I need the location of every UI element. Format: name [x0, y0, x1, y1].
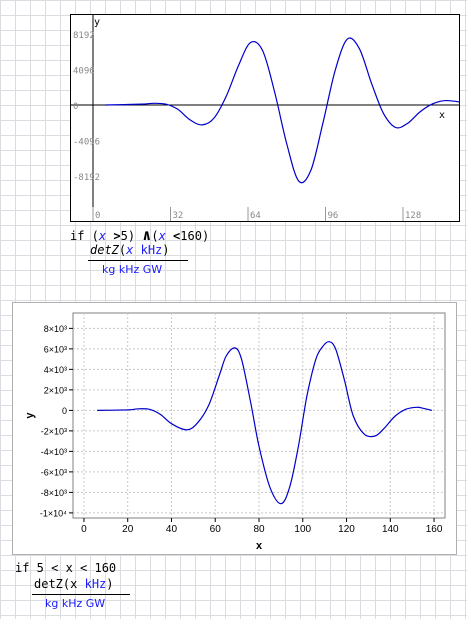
y-tick-label: 6×10³	[44, 344, 67, 354]
top-denominator: kg kHz GW	[102, 263, 163, 276]
top-fraction-bar	[88, 260, 188, 261]
y-tick-label: 4096	[73, 67, 95, 77]
top-cond-rhs-var: x	[158, 229, 166, 243]
bottom-num-arg: x	[70, 577, 78, 591]
bottom-denominator: kg kHz GW	[45, 597, 106, 610]
top-cond-c2: 160	[180, 229, 202, 243]
bottom-plot-frame: 0 20 40 60 80 100 120 140 160 8×10³ 6×10³ 4×10³ 2×10…	[12, 302, 457, 555]
bottom-num-unit: kHz	[84, 577, 107, 591]
x-tick-label: 96	[328, 211, 339, 221]
y-axis-label: y	[94, 17, 100, 28]
x-tick-label: 64	[250, 211, 261, 221]
top-num-unit: kHz	[140, 243, 163, 257]
y-tick-label: 2×10³	[44, 385, 67, 395]
top-cond-op2: <	[173, 229, 181, 243]
x-tick-label: 140	[382, 524, 399, 535]
y-tick-label: -8192	[73, 173, 100, 183]
bottom-series-line	[97, 341, 433, 505]
x-tick-label: 20	[122, 524, 134, 535]
bottom-fraction-bar	[32, 594, 130, 595]
y-tick-label: -1×10⁴	[40, 508, 67, 518]
top-cond-op1: >	[113, 229, 121, 243]
bottom-num-func: detZ	[34, 577, 63, 591]
x-tick-label: 120	[338, 524, 355, 535]
x-tick-label: 0	[81, 524, 87, 535]
y-tick-label: 8×10³	[44, 324, 67, 334]
y-tick-label: -2×10³	[41, 426, 67, 436]
x-tick-label: 100	[294, 524, 311, 535]
top-condition: if (x >5) ∧(x <160)	[70, 226, 210, 244]
x-axis-label: x	[256, 540, 263, 552]
top-cond-c1: 5	[120, 229, 128, 243]
y-tick-label: 0	[73, 102, 78, 112]
x-tick-label: 160	[426, 524, 443, 535]
top-if-word: if	[70, 229, 85, 243]
top-series-line	[105, 37, 467, 184]
x-tick-label: 128	[405, 211, 421, 221]
bottom-plot-area	[72, 312, 446, 519]
bottom-plot-canvas: 0 20 40 60 80 100 120 140 160 8×10³ 6×10³ 4×10³ 2×10…	[24, 312, 446, 552]
y-tick-label: 8192	[73, 31, 95, 41]
y-tick-label: -8×10³	[41, 488, 67, 498]
bottom-condition: if 5 < x < 160	[15, 561, 117, 575]
x-tick-label: 0	[95, 211, 100, 221]
x-axis-label: x	[439, 110, 445, 121]
y-tick-label: -4×10³	[41, 447, 67, 457]
x-tick-label: 40	[166, 524, 178, 535]
top-numerator: detZ(x kHz)	[90, 243, 170, 257]
y-tick-label: -6×10³	[41, 467, 67, 477]
y-tick-label: -4096	[73, 138, 100, 148]
top-cond-lhs-var: x	[98, 229, 107, 243]
x-tick-label: 80	[253, 524, 265, 535]
y-tick-label: 4×10³	[44, 365, 67, 375]
top-num-arg: x	[126, 243, 134, 257]
y-tick-label: 0	[62, 406, 67, 416]
bottom-numerator: detZ(x kHz)	[34, 577, 114, 591]
top-num-func: detZ	[90, 243, 119, 257]
x-tick-label: 60	[210, 524, 222, 535]
x-tick-label: 32	[173, 211, 184, 221]
top-cond-and: ∧	[142, 226, 152, 244]
y-axis-label: y	[24, 412, 36, 419]
